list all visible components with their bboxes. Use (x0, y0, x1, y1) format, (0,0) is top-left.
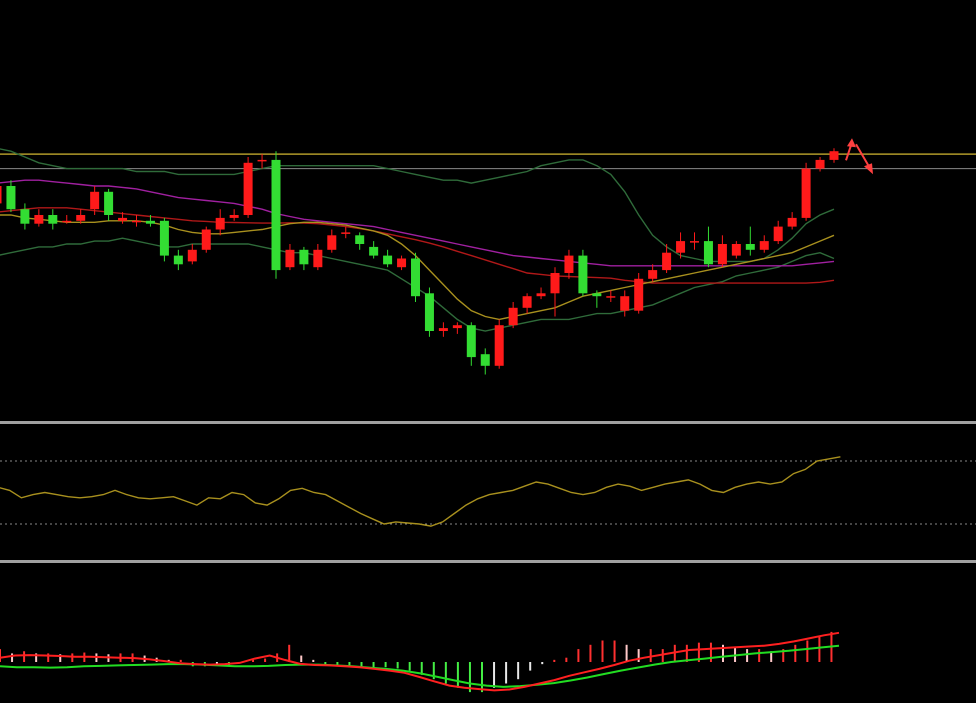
candle-body (327, 235, 337, 250)
candle-body (745, 244, 755, 250)
candle-body (104, 191, 114, 215)
candle-body (411, 258, 420, 297)
candle-body (271, 159, 281, 271)
candle-body (662, 252, 672, 271)
overlay-ma-purple (0, 179, 835, 267)
candle-body (369, 246, 379, 256)
candle-body (801, 168, 811, 218)
candle-body (299, 249, 309, 265)
candle-body (815, 159, 825, 169)
candle-body (759, 241, 769, 250)
candle-body (648, 270, 658, 279)
candle-body (522, 296, 532, 308)
candle-body (564, 255, 574, 273)
candle-body (536, 293, 546, 297)
candle-body (550, 273, 560, 294)
candle-body (118, 217, 128, 221)
candle-body (717, 244, 727, 265)
arrow-down-icon (864, 163, 873, 175)
candle-body (201, 229, 211, 250)
candle-body (690, 241, 699, 243)
candle-body (48, 215, 58, 224)
candle-body (285, 249, 295, 268)
oscillator-line (0, 456, 841, 527)
candle-body (187, 249, 197, 262)
candle-body (508, 307, 518, 326)
candle-body (90, 191, 100, 210)
candle-body (494, 325, 504, 366)
candle-body (313, 249, 323, 268)
candle-body (76, 215, 86, 221)
candle-body (676, 241, 686, 253)
arrow-up-icon (847, 138, 856, 148)
candle-body (424, 293, 434, 331)
candle-body (132, 220, 141, 223)
candle-body (173, 255, 183, 265)
candle-body (355, 235, 365, 244)
arrow-down-shaft (855, 143, 871, 169)
macd-signal-line (0, 644, 840, 688)
candle-body (773, 226, 783, 242)
candle-body (62, 220, 72, 223)
candle-body (215, 217, 225, 230)
candle-body (257, 159, 267, 162)
candle-body (383, 255, 393, 265)
candle-body (829, 151, 839, 160)
candle-body (341, 232, 351, 234)
candle-body (606, 296, 616, 298)
candle-body (6, 186, 16, 210)
candle-body (592, 293, 602, 297)
candle-body (480, 354, 490, 366)
candle-body (0, 186, 2, 204)
candle-body (703, 241, 713, 265)
candle-body (34, 215, 44, 224)
candle-body (397, 258, 407, 268)
candle-body (229, 215, 239, 218)
candle-body (578, 255, 588, 294)
candle-body (159, 220, 169, 256)
candle-body (20, 209, 30, 224)
candle-body (787, 217, 797, 227)
candle-body (620, 296, 630, 311)
candle-body (452, 325, 462, 329)
candle-body (466, 325, 476, 358)
candle-body (243, 162, 253, 215)
candle-body (145, 220, 155, 224)
panel-separator (0, 560, 976, 563)
candle-body (438, 328, 448, 331)
overlay-boll-upper (0, 148, 835, 263)
panel-separator (0, 421, 976, 424)
candle-body (634, 278, 644, 311)
macd-line (0, 631, 840, 692)
candle-body (731, 244, 741, 256)
